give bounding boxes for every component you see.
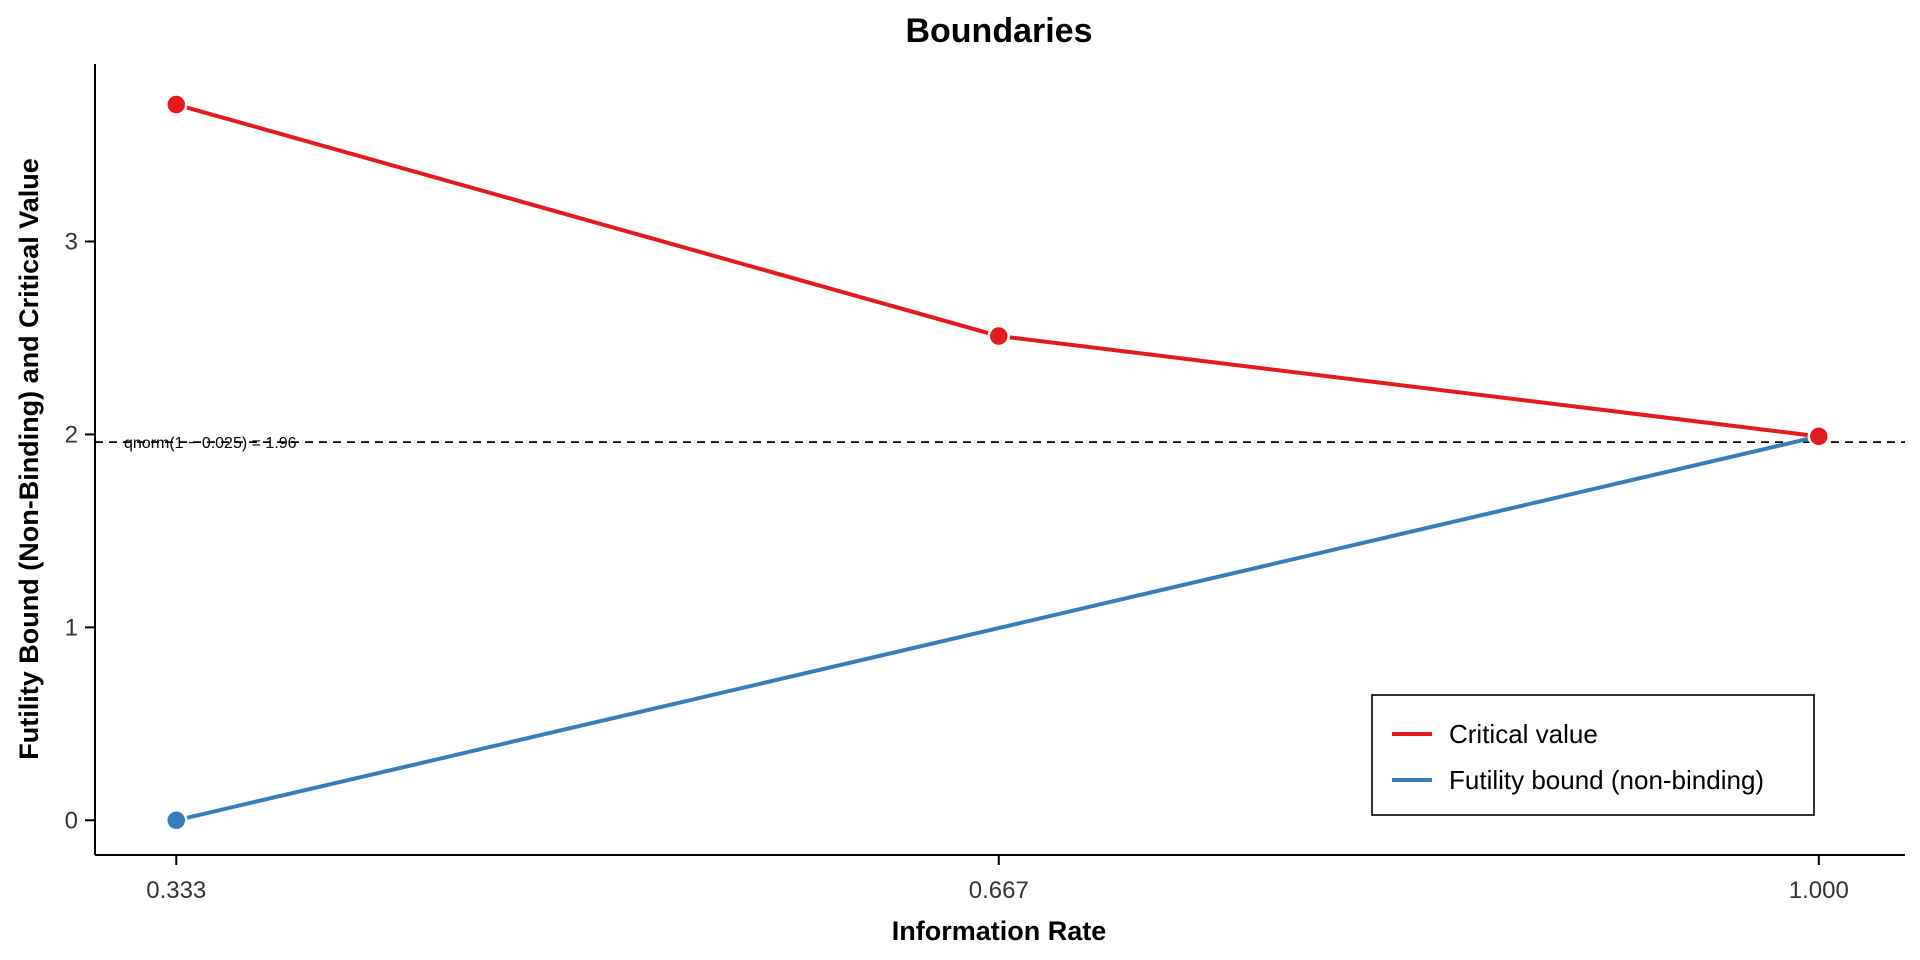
y-tick-label: 2: [65, 421, 78, 448]
x-tick-label: 0.333: [146, 877, 206, 904]
x-ticks: 0.333 0.667 1.000: [146, 855, 1849, 904]
legend: Critical value Futility bound (non-bindi…: [1371, 694, 1815, 816]
data-point-critical-value: [987, 324, 1011, 348]
legend-label-futility-bound: Futility bound (non-binding): [1449, 765, 1764, 795]
legend-label-critical-value: Critical value: [1449, 719, 1598, 749]
legend-box: [1371, 694, 1815, 816]
y-axis-title: Futility Bound (Non-Binding) and Critica…: [14, 158, 44, 759]
series-layer: [165, 93, 1831, 832]
x-axis-title: Information Rate: [892, 916, 1107, 946]
data-point-futility-bound: [165, 809, 188, 832]
x-tick-label: 1.000: [1789, 877, 1849, 904]
x-tick-label: 0.667: [969, 877, 1029, 904]
y-tick-label: 3: [65, 228, 78, 255]
y-ticks: 0 1 2 3: [65, 228, 95, 834]
reference-line-label: qnorm(1 − 0.025) = 1.96: [124, 435, 297, 452]
series-line-futility-bound: [175, 434, 1820, 823]
chart-title: Boundaries: [905, 12, 1092, 50]
y-tick-label: 0: [65, 807, 78, 834]
series-line-critical-value: [175, 102, 1820, 439]
y-tick-label: 1: [65, 614, 78, 641]
data-point-critical-value: [165, 93, 188, 116]
data-point-critical-value: [1807, 425, 1831, 448]
